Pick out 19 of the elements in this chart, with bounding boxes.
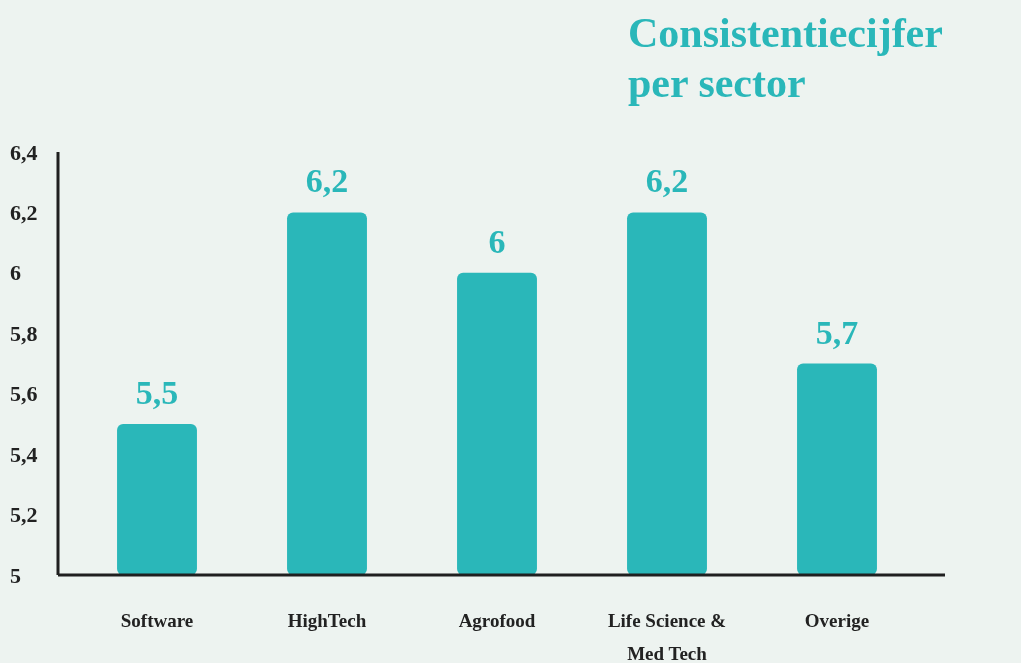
- data-label: 5,5: [135, 373, 179, 411]
- y-tick-label: 5: [10, 562, 21, 588]
- data-label: 6,2: [305, 162, 349, 200]
- x-tick-label: HighTech: [287, 610, 367, 631]
- data-label: 5,7: [815, 313, 859, 351]
- data-label: 6: [488, 222, 506, 260]
- y-tick-label: 5,2: [10, 502, 38, 528]
- data-label: 6,2: [645, 162, 689, 200]
- chart-title: Consistentiecijfer per sector: [628, 10, 943, 106]
- y-tick-label: 6,4: [10, 139, 38, 165]
- y-tick-label: 5,4: [10, 441, 38, 467]
- x-tick-label: Overige: [804, 610, 870, 631]
- x-tick-label: Agrofood: [458, 610, 536, 631]
- x-tick-label: Software: [120, 610, 194, 631]
- x-tick-label: Life Science & Med Tech: [607, 610, 727, 663]
- y-tick-label: 6: [10, 260, 21, 286]
- y-tick-label: 5,8: [10, 320, 38, 346]
- y-tick-label: 5,6: [10, 381, 38, 407]
- y-tick-label: 6,2: [10, 199, 38, 225]
